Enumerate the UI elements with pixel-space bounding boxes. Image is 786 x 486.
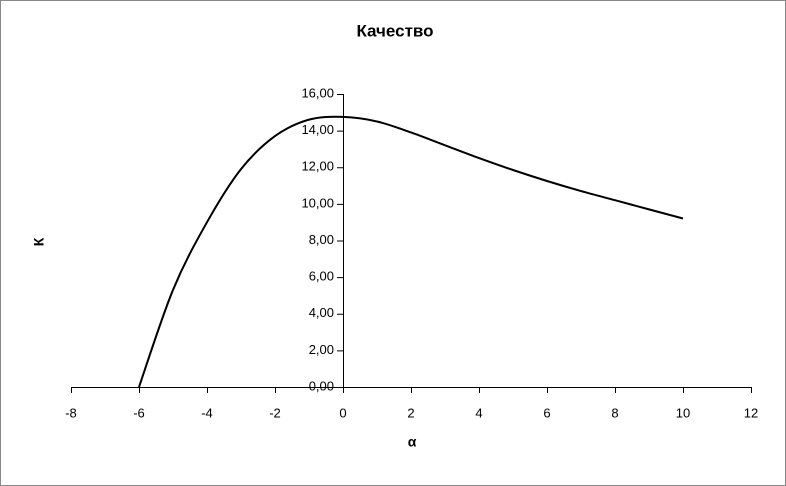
y-tick-label: 2,00: [309, 342, 334, 357]
x-tick-label: -8: [65, 405, 77, 420]
x-tick-label: 10: [676, 405, 690, 420]
y-tick-label: 10,00: [301, 195, 334, 210]
x-tick-label: -6: [133, 405, 145, 420]
x-tick-label: 6: [543, 405, 550, 420]
x-tick-label: 12: [744, 405, 758, 420]
x-tick-label: -4: [201, 405, 213, 420]
y-tick-label: 6,00: [309, 269, 334, 284]
x-tick-label: 0: [339, 405, 346, 420]
y-tick-label: 16,00: [301, 85, 334, 100]
chart-title: Качество: [356, 21, 433, 40]
y-tick-label: 0,00: [309, 378, 334, 393]
x-tick-label: 4: [475, 405, 482, 420]
data-line: [138, 115, 684, 388]
y-tick-label: 12,00: [301, 159, 334, 174]
y-tick-label: 14,00: [301, 122, 334, 137]
x-tick-label: -2: [269, 405, 281, 420]
x-tick-label: 8: [611, 405, 618, 420]
y-tick-label: 8,00: [309, 232, 334, 247]
y-tick-label: 4,00: [309, 305, 334, 320]
y-axis-label: К: [31, 237, 47, 246]
x-tick-label: 2: [407, 405, 414, 420]
x-axis-label: α: [408, 434, 417, 450]
